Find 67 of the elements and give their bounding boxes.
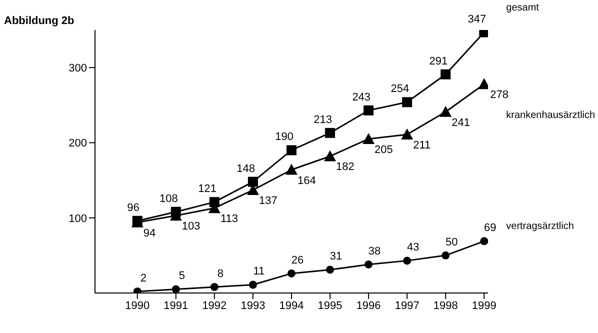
- point: [248, 176, 258, 187]
- x-tick-label: 1992: [202, 300, 227, 312]
- data-label: 50: [445, 236, 458, 248]
- data-label: 190: [275, 131, 294, 144]
- point: [362, 132, 375, 144]
- point: [403, 256, 412, 265]
- point: [440, 69, 451, 80]
- data-label: 94: [143, 227, 156, 240]
- point: [442, 251, 450, 260]
- data-label: 254: [390, 83, 410, 96]
- point: [286, 164, 298, 175]
- point: [288, 269, 296, 278]
- point: [364, 260, 373, 268]
- text: gesamt: [506, 2, 540, 14]
- data-label: 11: [253, 266, 265, 278]
- point: [172, 285, 180, 293]
- y-tick-label: 300: [68, 62, 87, 74]
- x-tick-label: 1996: [356, 300, 381, 312]
- point: [440, 106, 452, 117]
- data-label: 213: [314, 114, 332, 126]
- x-tick-label: 1990: [125, 300, 150, 312]
- point: [210, 282, 218, 291]
- x-tick-label: 1993: [240, 300, 266, 312]
- x-tick-label: 1997: [394, 300, 420, 312]
- x-tick-label: 1994: [279, 300, 304, 312]
- chart-title: Abbildung 2b: [4, 15, 74, 27]
- data-label: 103: [182, 220, 200, 233]
- data-label: 108: [160, 192, 178, 205]
- data-label: 243: [352, 91, 371, 104]
- point: [286, 145, 296, 156]
- point: [325, 128, 336, 138]
- x-tick-label: 1991: [164, 300, 188, 312]
- point: [401, 128, 414, 140]
- data-label: 148: [236, 162, 255, 175]
- series-label: vertragsärztlich: [506, 221, 574, 232]
- text: krankenhausärztlich: [506, 110, 596, 122]
- data-label: 121: [198, 183, 216, 196]
- data-label: 69: [484, 222, 496, 234]
- data-label: 31: [330, 250, 342, 263]
- data-label: 137: [258, 195, 278, 208]
- point: [364, 105, 374, 116]
- point: [480, 237, 488, 246]
- x-tick-label: 1999: [472, 300, 496, 312]
- data-label: 241: [452, 116, 470, 129]
- point: [326, 266, 334, 274]
- data-label: 291: [429, 55, 448, 68]
- data-label: 38: [368, 245, 381, 258]
- data-label: 96: [127, 202, 140, 214]
- point: [402, 97, 412, 108]
- y-tick-label: 100: [68, 212, 87, 225]
- data-label: 43: [406, 242, 420, 254]
- data-label: 113: [220, 213, 238, 226]
- data-label: 278: [490, 89, 509, 102]
- data-label: 205: [374, 144, 393, 156]
- x-tick-label: 1995: [318, 300, 342, 312]
- data-label: 26: [291, 254, 304, 266]
- data-label: 211: [413, 139, 431, 152]
- data-label: 2: [140, 272, 146, 284]
- x-tick-label: 1998: [433, 300, 458, 312]
- data-label: 164: [298, 174, 316, 187]
- point: [248, 280, 257, 289]
- y-tick-label: 200: [68, 138, 87, 150]
- point: [324, 150, 336, 162]
- data-label: 347: [468, 13, 486, 26]
- data-label: 182: [336, 161, 354, 174]
- data-label: 8: [217, 268, 224, 280]
- data-label: 5: [178, 270, 185, 282]
